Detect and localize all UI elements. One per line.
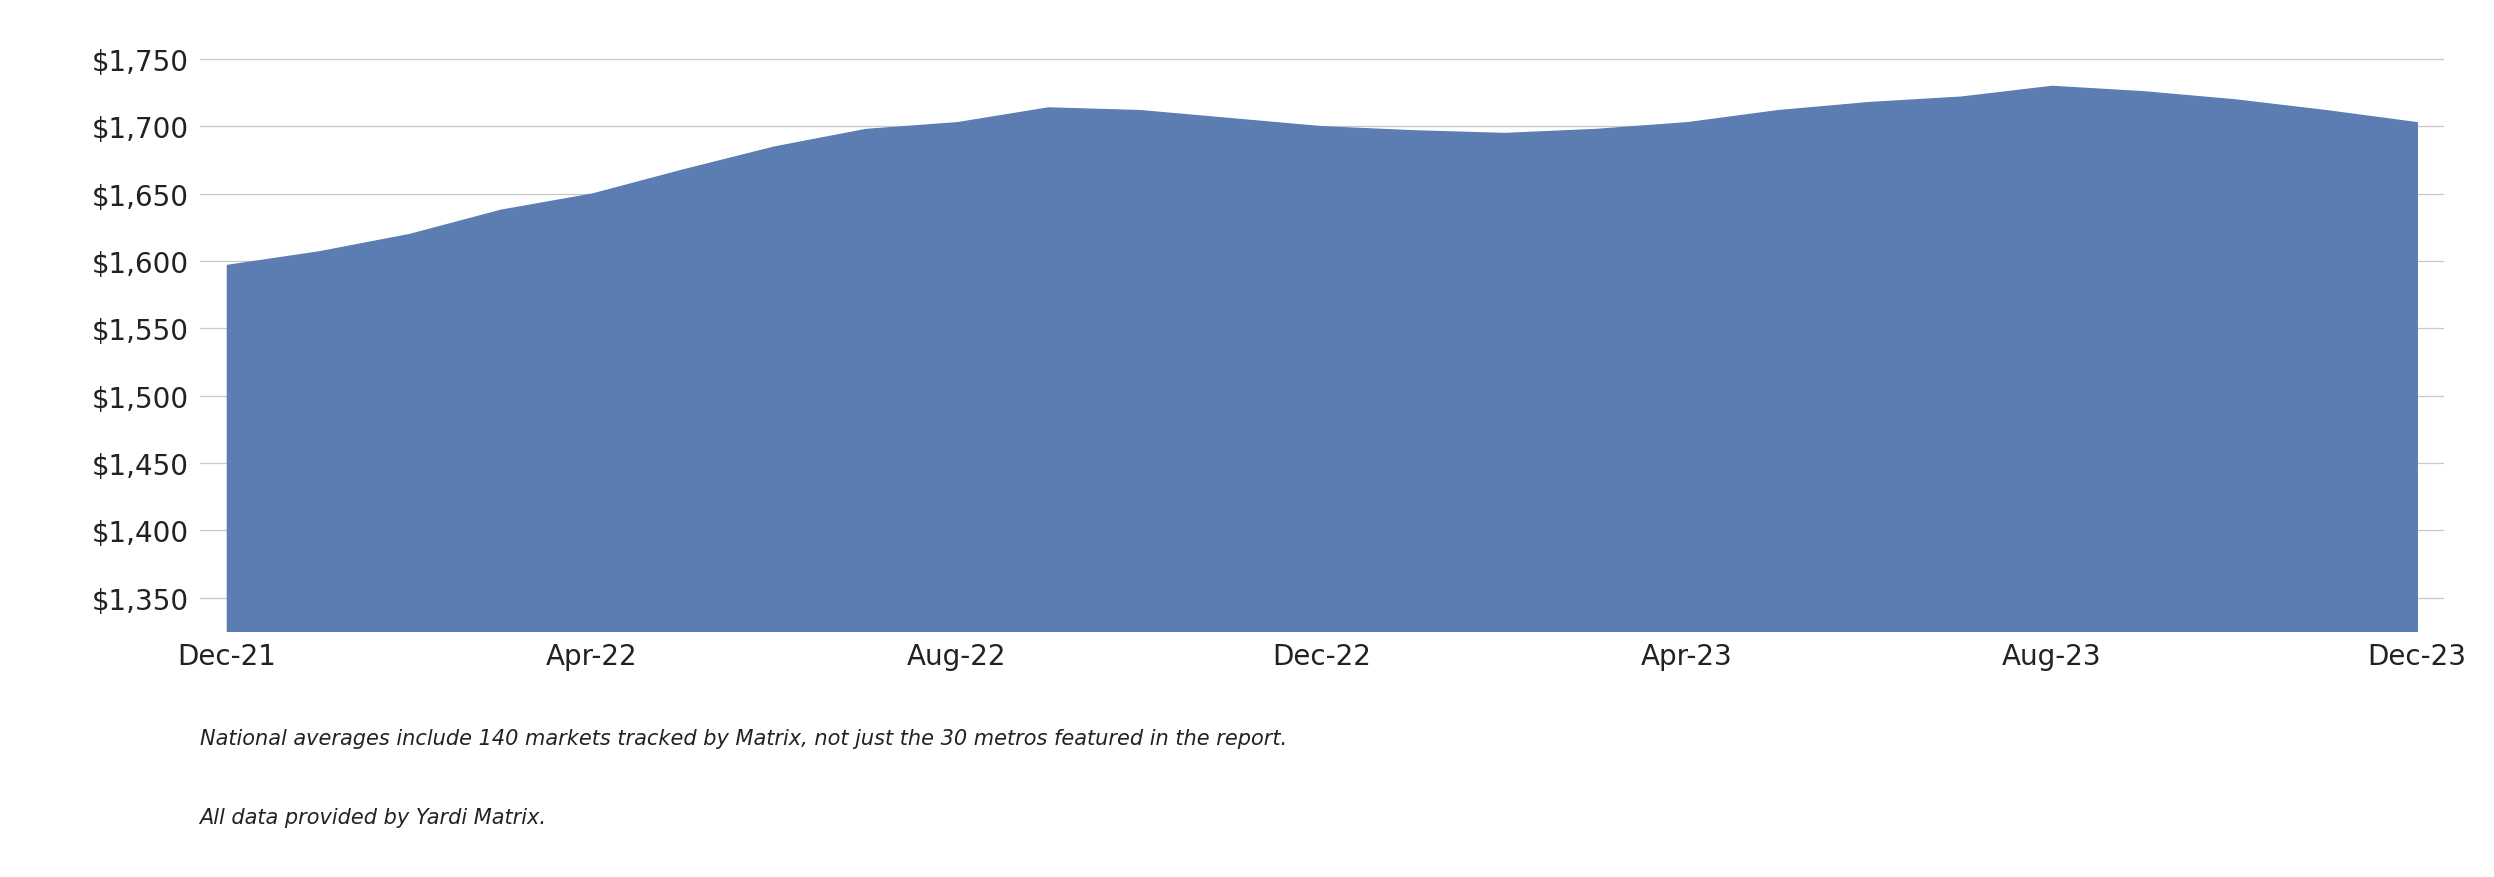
Text: National averages include 140 markets tracked by Matrix, not just the 30 metros : National averages include 140 markets tr… <box>200 728 1287 748</box>
Text: All data provided by Yardi Matrix.: All data provided by Yardi Matrix. <box>200 807 546 827</box>
